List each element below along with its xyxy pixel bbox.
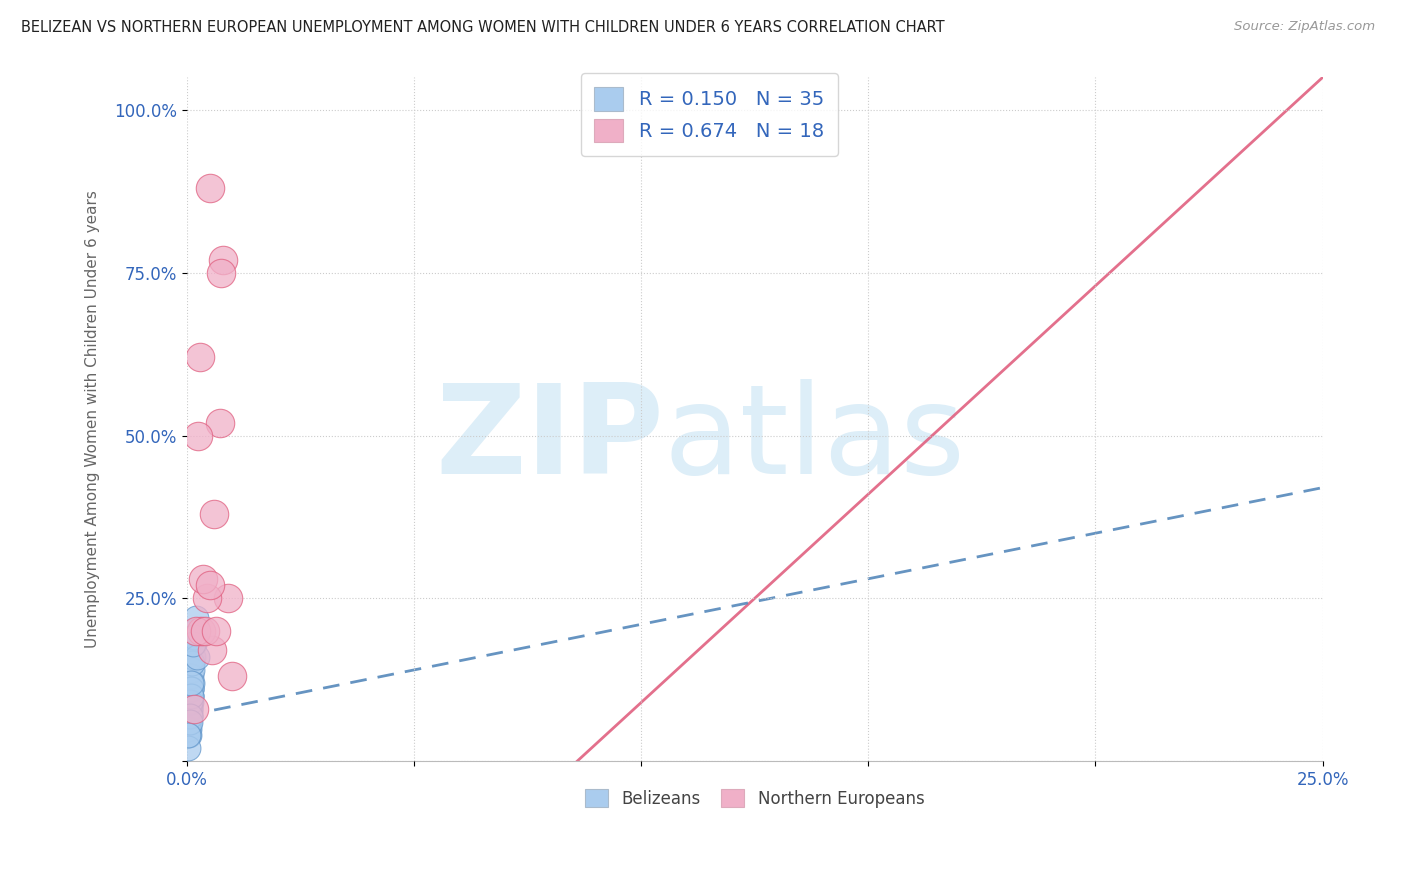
Point xyxy=(183,631,205,645)
Point xyxy=(181,663,204,677)
Y-axis label: Unemployment Among Women with Children Under 6 years: Unemployment Among Women with Children U… xyxy=(86,190,100,648)
Point xyxy=(177,728,200,742)
Point xyxy=(190,624,212,638)
Point xyxy=(195,591,218,606)
Point xyxy=(184,624,207,638)
Point xyxy=(177,722,200,736)
Text: BELIZEAN VS NORTHERN EUROPEAN UNEMPLOYMENT AMONG WOMEN WITH CHILDREN UNDER 6 YEA: BELIZEAN VS NORTHERN EUROPEAN UNEMPLOYME… xyxy=(21,20,945,35)
Point xyxy=(181,657,204,671)
Point xyxy=(179,708,201,723)
Point xyxy=(180,676,202,690)
Point xyxy=(180,682,202,697)
Point xyxy=(205,624,228,638)
Point xyxy=(184,611,207,625)
Point xyxy=(188,351,211,365)
Point xyxy=(191,572,214,586)
Text: ZIP: ZIP xyxy=(434,379,664,500)
Point xyxy=(198,578,221,592)
Point xyxy=(186,649,208,664)
Point xyxy=(179,708,201,723)
Point xyxy=(184,624,207,638)
Point xyxy=(180,682,202,697)
Point xyxy=(180,676,202,690)
Point xyxy=(177,722,200,736)
Point xyxy=(180,689,202,703)
Point xyxy=(180,689,202,703)
Point xyxy=(177,741,200,756)
Point xyxy=(221,669,243,683)
Point xyxy=(212,252,235,267)
Point xyxy=(183,631,205,645)
Point xyxy=(179,714,201,729)
Point xyxy=(198,181,221,195)
Point xyxy=(181,637,204,651)
Text: atlas: atlas xyxy=(664,379,966,500)
Point xyxy=(180,696,202,710)
Point xyxy=(180,689,202,703)
Point xyxy=(183,637,205,651)
Point xyxy=(179,708,201,723)
Legend: Belizeans, Northern Europeans: Belizeans, Northern Europeans xyxy=(578,783,931,814)
Point xyxy=(181,657,204,671)
Point xyxy=(179,702,201,716)
Point xyxy=(180,669,202,683)
Point xyxy=(177,728,200,742)
Point xyxy=(194,624,217,638)
Point xyxy=(209,266,232,280)
Point xyxy=(217,591,239,606)
Text: Source: ZipAtlas.com: Source: ZipAtlas.com xyxy=(1234,20,1375,33)
Point xyxy=(181,649,204,664)
Point xyxy=(183,702,205,716)
Point xyxy=(177,728,200,742)
Point xyxy=(180,682,202,697)
Point xyxy=(201,643,224,657)
Point xyxy=(202,507,225,521)
Point xyxy=(187,428,209,442)
Point xyxy=(179,714,201,729)
Point xyxy=(208,416,231,430)
Point xyxy=(179,696,201,710)
Point xyxy=(179,702,201,716)
